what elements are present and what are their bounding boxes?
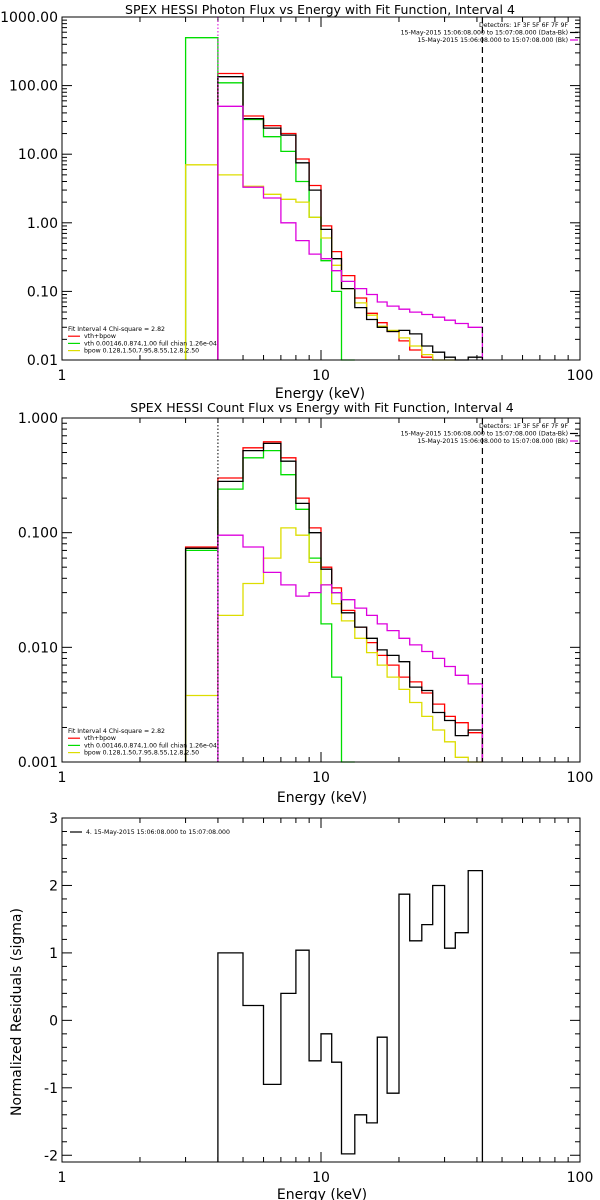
fit-info-label: Fit Interval 4 Chi-square = 2.82 [68,728,165,735]
y-tick-label: 1000.00 [0,10,58,26]
x-tick-label: 1 [58,368,67,384]
y-tick-label: 1.00 [27,216,58,232]
y-tick-label: 0.010 [18,640,58,656]
fit-info-label: vth+bpow [84,735,116,742]
time-range-label: Detectors: 1F 3F 5F 6F 7F 9F [479,423,568,430]
series-vth [184,37,355,361]
series-vth-bpow [217,72,434,360]
series-bpow [184,527,483,763]
series-4-15-may-2015-15-06-08-000-to-15-07-08-000 [217,869,484,1162]
count-plot-frame [61,417,581,763]
y-tick-label: 10.00 [18,147,58,163]
count-chart-title: SPEX HESSI Count Flux vs Energy with Fit… [130,400,513,415]
y-tick-label: 0.01 [27,353,58,369]
photon-x-axis-label: Energy (keV) [275,386,365,402]
time-range-label: 15-May-2015 15:06:08.000 to 15:07:08.000… [401,431,568,438]
residuals-y-axis-label: Normalized Residuals (sigma) [9,908,25,1116]
y-tick-label: 0.001 [18,755,58,771]
x-tick-label: 1 [58,770,67,786]
y-tick-label: 100.00 [9,79,58,95]
fit-info-label: vth+bpow [84,333,116,340]
series-vth-bpow [184,441,484,762]
photon-plot-frame [61,16,581,361]
y-tick-label: 1.000 [18,411,58,427]
x-tick-label: 100 [567,1170,594,1186]
y-tick-label: 0 [49,1013,58,1029]
x-tick-label: 1 [58,1170,67,1186]
time-range-label: 15-May-2015 15:06:08.000 to 15:07:08.000… [417,37,568,44]
fit-info-label: Fit Interval 4 Chi-square = 2.82 [68,326,165,333]
residuals-panel: -2 -1 0 1 2 3 1 10 100 4. 15-May-2015 15:06:08.… [9,811,593,1200]
x-tick-label: 100 [567,770,594,786]
residuals-plot-frame [61,817,581,1163]
series-data-bk [184,442,484,762]
legend-label: 4. 15-May-2015 15:06:08.000 to 15:07:08.… [86,829,230,836]
photon-chart-title: SPEX HESSI Photon Flux vs Energy with Fi… [125,2,515,17]
count-x-axis-label: Energy (keV) [277,790,367,806]
x-tick-label: 100 [567,368,594,384]
y-tick-label: -2 [44,1148,58,1164]
x-tick-label: 10 [312,368,330,384]
y-tick-label: 3 [49,811,58,827]
count-flux-panel: SPEX HESSI Count Flux vs Energy with Fit… [18,400,593,806]
time-range-label: Detectors: 1F 3F 5F 6F 7F 9F [479,22,568,29]
series-bk [217,534,484,762]
y-tick-label: 0.100 [18,526,58,542]
series-data-bk [217,76,484,361]
fit-info-label: bpow 0.128,1.50,7.95,8.55,12.8,2.50 [84,348,199,355]
time-range-label: 15-May-2015 15:06:08.000 to 15:07:08.000… [417,438,568,445]
x-tick-label: 10 [312,770,330,786]
series-vth [184,449,355,763]
photon-flux-panel: SPEX HESSI Photon Flux vs Energy with Fi… [0,2,593,402]
y-tick-label: -1 [44,1081,58,1097]
fit-info-label: vth 0.00146,0.874,1.00 full chian 1.26e-… [84,340,217,347]
residuals-x-axis-label: Energy (keV) [277,1187,367,1200]
fit-info-label: vth 0.00146,0.874,1.00 full chian 1.26e-… [84,742,217,749]
y-tick-label: 2 [49,878,58,894]
y-tick-label: 0.10 [27,284,58,300]
x-tick-label: 10 [312,1170,330,1186]
series-bk [217,105,484,360]
time-range-label: 15-May-2015 15:06:08.000 to 15:07:08.000… [401,30,568,37]
fit-info-label: bpow 0.128,1.50,7.95,8.55,12.8,2.50 [84,750,199,757]
y-tick-label: 1 [49,946,58,962]
